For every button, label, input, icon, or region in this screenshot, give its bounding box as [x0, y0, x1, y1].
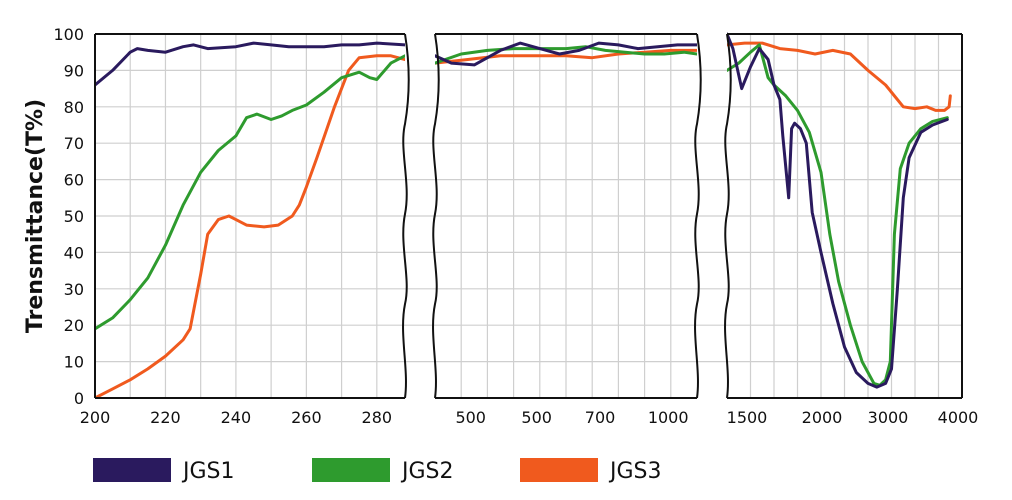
x-tick-label: 200: [80, 408, 111, 427]
legend-swatch-jgs2: [312, 458, 390, 482]
legend-label-jgs3: JGS3: [608, 459, 662, 484]
axis-layer: 0 10 20 30 40 50 60 70 80 90 100 200 220 240 260 280 500…: [53, 25, 978, 427]
legend: JGS1 JGS2 JGS3: [93, 458, 662, 484]
y-tick-label: 80: [64, 98, 84, 117]
axis-break: [432, 33, 440, 399]
legend-label-jgs2: JGS2: [400, 459, 454, 484]
x-tick-label: 700: [585, 408, 616, 427]
x-tick-label: 280: [362, 408, 393, 427]
y-tick-label: 10: [64, 353, 84, 372]
x-tick-label: 240: [221, 408, 252, 427]
series-line-jgs2: [727, 43, 949, 387]
x-tick-label: 2000: [802, 408, 843, 427]
grid-layer: [95, 34, 962, 398]
x-tick-label: 1500: [727, 408, 768, 427]
legend-swatch-jgs1: [93, 458, 171, 482]
x-tick-label: 500: [521, 408, 552, 427]
x-tick-label: 500: [455, 408, 486, 427]
y-tick-label: 90: [64, 61, 84, 80]
series-line-jgs3: [95, 54, 405, 398]
series-line-jgs3: [435, 48, 697, 65]
y-tick-label: 20: [64, 316, 84, 335]
y-tick-label: 70: [64, 134, 84, 153]
y-tick-label: 50: [64, 207, 84, 226]
series-line-jgs3: [727, 41, 952, 112]
y-tick-label: 30: [64, 280, 84, 299]
legend-label-jgs1: JGS1: [181, 459, 235, 484]
x-tick-label: 4000: [938, 408, 979, 427]
y-tick-label: 0: [74, 389, 84, 408]
legend-swatch-jgs3: [520, 458, 598, 482]
plot-layer: [95, 32, 952, 398]
axis-break: [694, 33, 702, 399]
series-line-jgs1: [435, 41, 697, 67]
series-line-jgs2: [95, 54, 405, 331]
y-tick-label: 100: [53, 25, 84, 44]
axis-break: [724, 33, 732, 399]
y-tick-label: 60: [64, 171, 84, 190]
axis-break: [402, 33, 410, 399]
y-tick-label: 40: [64, 243, 84, 262]
x-tick-label: 1000: [648, 408, 689, 427]
x-tick-label: 260: [291, 408, 322, 427]
x-tick-label: 220: [150, 408, 181, 427]
series-line-jgs1: [727, 32, 949, 389]
y-axis-label: Trensmittance(T%): [23, 99, 48, 333]
x-tick-label: 3000: [868, 408, 909, 427]
series-line-jgs1: [95, 41, 405, 87]
